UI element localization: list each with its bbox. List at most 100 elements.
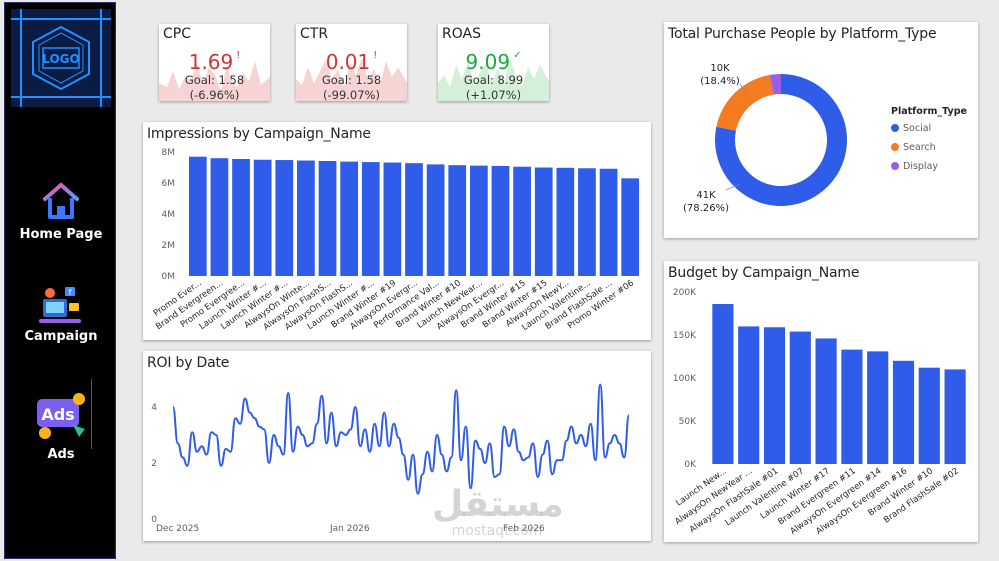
kpi-title-cpc: CPC	[163, 26, 191, 42]
bar[interactable]	[763, 327, 786, 464]
legend-item-social[interactable]: Social	[891, 123, 931, 134]
kpi-goal-roas-line1: Goal: 8.99	[463, 73, 524, 87]
active-indicator	[91, 379, 92, 449]
y-tick-label: 4M	[162, 210, 176, 220]
leader-line	[725, 183, 741, 191]
bar[interactable]	[712, 304, 734, 464]
nav-home-page[interactable]: Home Page	[11, 179, 111, 242]
bar[interactable]	[361, 162, 380, 276]
bar[interactable]	[340, 161, 359, 276]
logo-text: LOGO	[42, 52, 79, 66]
bar[interactable]	[318, 160, 337, 276]
bar[interactable]	[297, 160, 315, 276]
x-tick-label: Jan 2026	[329, 524, 370, 534]
kpi-value-roas-number: 9.09	[465, 50, 511, 74]
purchase-donut-plot	[715, 74, 847, 206]
kpi-value-ctr-number: 0.01	[325, 50, 371, 74]
ctr-sparkline	[296, 57, 407, 101]
impressions-chart[interactable]: Impressions by Campaign_Name 0M 2M 4M 6M 8M P…	[143, 122, 651, 340]
bar[interactable]	[405, 163, 423, 276]
nav-label-ads: Ads	[47, 447, 75, 462]
bar[interactable]	[253, 159, 272, 276]
y-tick-label: 0	[151, 515, 157, 525]
bar[interactable]	[275, 160, 294, 276]
nav-campaign[interactable]: f Campaign	[11, 285, 111, 344]
legend-item-search[interactable]: Search	[891, 142, 936, 153]
kpi-card-ctr[interactable]: CTR 0.01! Goal: 1.58 (-99.07%)	[296, 24, 407, 103]
svg-text:f: f	[69, 288, 72, 297]
budget-chart[interactable]: Budget by Campaign_Name 0K 50K 100K 150K 200…	[664, 261, 978, 542]
y-tick-label: 0K	[684, 460, 697, 470]
donut-label-search-value: 10K	[710, 63, 730, 74]
legend-label-display: Display	[903, 161, 939, 172]
ads-icon-text: Ads	[41, 405, 74, 424]
bar[interactable]	[599, 168, 618, 276]
bar[interactable]	[918, 367, 940, 464]
bar[interactable]	[426, 164, 445, 276]
roi-chart-plot: 0 2 4 Dec 2025 Jan 2026 Feb 2026	[151, 383, 630, 534]
kpi-card-roas[interactable]: ROAS 9.09 ✓ Goal: 8.99 (+1.07%)	[438, 24, 549, 102]
logo: LOGO	[11, 9, 111, 107]
bar[interactable]	[188, 156, 207, 276]
roi-line[interactable]	[172, 383, 630, 495]
bar[interactable]	[513, 166, 531, 276]
y-tick-label: 8M	[162, 148, 176, 158]
legend-item-display[interactable]: Display	[891, 161, 938, 172]
campaign-icon: f	[39, 287, 81, 323]
sidebar: LOGO Home Page f	[4, 2, 116, 559]
roi-chart-title: ROI by Date	[147, 355, 230, 371]
donut-slice[interactable]	[715, 74, 847, 206]
logo-icon: LOGO	[11, 9, 111, 107]
roi-chart[interactable]: ROI by Date 0 2 4 Dec 2025 Jan 2026 Feb 2026	[143, 351, 651, 541]
purchase-chart-title: Total Purchase People by Platform_Type	[668, 26, 937, 42]
legend-dot-icon	[891, 162, 899, 170]
bar[interactable]	[841, 349, 863, 464]
bar[interactable]	[815, 338, 837, 464]
kpi-goal-roas-line2: (+1.07%)	[465, 88, 522, 102]
y-tick-label: 2M	[162, 241, 176, 251]
legend-dot-icon	[891, 143, 899, 151]
bar[interactable]	[578, 168, 596, 276]
bar[interactable]	[210, 158, 229, 276]
legend-title: Platform_Type	[891, 106, 967, 117]
kpi-card-cpc[interactable]: CPC 1.69! Goal: 1.58 (-6.96%)	[159, 24, 270, 102]
impressions-chart-title: Impressions by Campaign_Name	[147, 126, 371, 142]
donut-label-search-pct: (18.4%)	[700, 76, 740, 87]
kpi-goal-ctr-line1: Goal: 1.58	[321, 73, 382, 87]
donut-slice[interactable]	[716, 74, 774, 131]
nav-label-campaign: Campaign	[24, 329, 98, 344]
bar[interactable]	[621, 178, 640, 276]
ads-icon: Ads	[37, 393, 85, 439]
bar[interactable]	[789, 331, 811, 464]
nav-ads[interactable]: Ads Ads	[11, 391, 111, 462]
warning-icon: !	[236, 50, 241, 61]
bar[interactable]	[556, 167, 575, 276]
bar[interactable]	[892, 360, 915, 464]
bar[interactable]	[867, 351, 889, 464]
donut-label-social: 41K (78.26%)	[676, 189, 736, 215]
home-icon	[43, 182, 79, 219]
bar[interactable]	[738, 326, 760, 464]
warning-icon: !	[373, 50, 378, 61]
y-tick-label: 50K	[679, 417, 697, 427]
bar[interactable]	[491, 165, 510, 276]
bar[interactable]	[469, 165, 488, 276]
bar[interactable]	[448, 165, 467, 276]
bar[interactable]	[383, 162, 402, 276]
bar[interactable]	[944, 369, 966, 464]
kpi-title-ctr: CTR	[300, 26, 329, 42]
kpi-value-cpc: 1.69!	[159, 50, 270, 74]
purchase-donut-chart[interactable]: Total Purchase People by Platform_Type 1…	[664, 22, 978, 238]
donut-label-social-value: 41K	[696, 190, 716, 201]
y-tick-label: 4	[151, 403, 157, 413]
donut-slice[interactable]	[769, 74, 781, 95]
legend-label-social: Social	[903, 123, 932, 134]
leader-line	[739, 83, 748, 95]
bar[interactable]	[232, 158, 250, 276]
y-tick-label: 0M	[162, 272, 176, 282]
nav-label-home: Home Page	[19, 227, 103, 242]
bar[interactable]	[534, 167, 553, 277]
kpi-goal-ctr: Goal: 1.58 (-99.07%)	[296, 73, 407, 103]
